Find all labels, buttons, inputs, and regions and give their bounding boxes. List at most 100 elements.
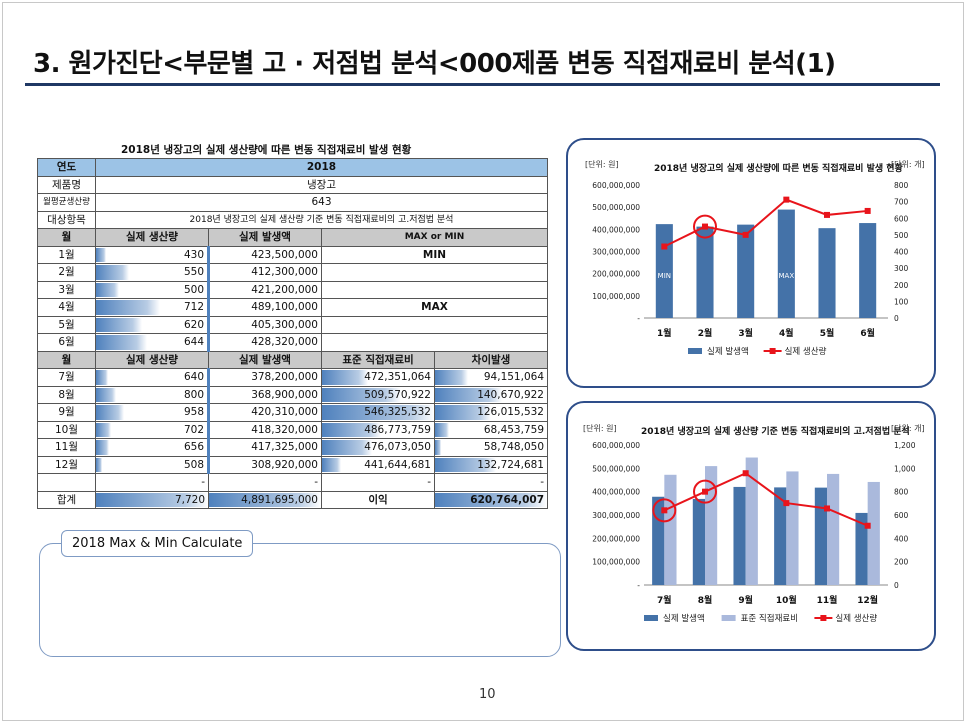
- cell-value: 140,670,922: [477, 388, 544, 401]
- y-left-tick-label: 100,000,000: [592, 558, 640, 567]
- amount-cell: 412,300,000: [207, 263, 322, 282]
- calc-box: [39, 543, 561, 657]
- chart-2-unit-right: [단위: 개]: [891, 424, 925, 433]
- month-cell: 2월: [37, 263, 96, 282]
- line-point: [824, 211, 830, 218]
- diff-cell: 68,453,759: [434, 420, 548, 439]
- bar: [786, 471, 799, 585]
- bar: [814, 487, 827, 585]
- month-cell: 3월: [37, 280, 96, 299]
- qty-cell: 640: [95, 368, 209, 387]
- col-month: 월: [37, 350, 96, 369]
- month-cell: 8월: [37, 385, 96, 404]
- table-row: 11월 656 417,325,000 476,073,050 58,748,050: [37, 438, 548, 457]
- cell-value: 644: [183, 336, 204, 349]
- cell-value: 958: [183, 406, 204, 419]
- cell-value: 7,720: [174, 493, 205, 506]
- chart-2-title: 2018년 냉장고의 실제 생산량 기준 변동 직접재료비의 고.저점법 분석: [641, 427, 910, 437]
- line-series: [663, 472, 869, 527]
- std-cell: 476,073,050: [321, 438, 435, 457]
- profit-value-cell: 620,764,007: [434, 490, 548, 509]
- qty-cell: 958: [95, 403, 209, 422]
- col-std: 표준 직접재료비: [321, 350, 435, 369]
- qty-cell: 644: [95, 333, 209, 352]
- std-cell: 441,644,681: [321, 455, 435, 474]
- y-left-tick-label: 600,000,000: [592, 441, 640, 450]
- year-label: 연도: [37, 158, 96, 177]
- table-row: 6월 644 428,320,000: [37, 333, 548, 352]
- data-bar: [435, 457, 497, 472]
- cell-value: 620: [183, 318, 204, 331]
- data-bar: [96, 440, 110, 455]
- data-bar: [96, 457, 103, 472]
- amount-cell: 420,310,000: [207, 403, 322, 422]
- cell-value: 68,453,759: [483, 423, 544, 436]
- std-cell: 509,570,922: [321, 385, 435, 404]
- y-left-tick-label: 100,000,000: [592, 292, 640, 301]
- y-right-tick-label: 400: [894, 534, 909, 543]
- y-right-tick-label: 200: [894, 558, 909, 567]
- total-row: 합계 7,720 4,891,695,000 이익 620,764,007: [37, 490, 548, 509]
- data-bar: [322, 405, 434, 420]
- cell-value: 476,073,050: [364, 441, 431, 454]
- bar: [745, 457, 758, 585]
- y-right-tick-label: 800: [894, 181, 909, 190]
- y-left-tick-label: 400,000,000: [592, 225, 640, 234]
- cell-value: 656: [183, 441, 204, 454]
- line-point: [824, 505, 830, 512]
- bar: [777, 209, 795, 318]
- table-row: 연도 2018: [37, 158, 548, 177]
- avg-value: 643: [95, 193, 548, 212]
- month-cell: 11월: [37, 438, 96, 457]
- bar: [652, 496, 665, 585]
- x-tick-label: 1월: [657, 327, 672, 339]
- legend-label: 실제 생산량: [835, 613, 877, 624]
- total-qty-cell: 7,720: [95, 490, 209, 509]
- cell-value: 94,151,064: [483, 371, 544, 384]
- bar: [733, 486, 746, 585]
- legend-label: 실제 생산량: [785, 346, 827, 357]
- target-value: 2018년 냉장고의 실제 생산량 기준 변동 직접재료비의 고.저점법 분석: [95, 210, 548, 229]
- y-left-tick-label: -: [637, 581, 640, 590]
- data-bar: [96, 317, 143, 332]
- data-bar: [322, 387, 402, 402]
- table-header-row: 월 실제 생산량 실제 발생액 표준 직접재료비 차이발생: [37, 350, 548, 369]
- x-tick-label: 7월: [657, 594, 672, 606]
- table-row: 4월 712 489,100,000 MAX: [37, 298, 548, 317]
- col-qty: 실제 생산량: [95, 228, 209, 247]
- blank-cell: [37, 473, 96, 492]
- cell-value: 58,748,050: [483, 441, 544, 454]
- line-point: [742, 470, 749, 477]
- diff-cell: 140,670,922: [434, 385, 548, 404]
- bar: [737, 224, 755, 318]
- x-tick-label: 11월: [817, 594, 838, 606]
- dash-cell: -: [95, 473, 209, 492]
- chart-1-unit-right: [단위: 개]: [891, 160, 925, 169]
- qty-cell: 508: [95, 455, 209, 474]
- legend-swatch: [769, 348, 776, 354]
- y-right-tick-label: 600: [894, 511, 909, 520]
- legend-label: 실제 발생액: [707, 346, 749, 357]
- bar: [774, 487, 787, 585]
- dash-cell: -: [321, 473, 435, 492]
- month-cell: 1월: [37, 245, 96, 264]
- y-left-tick-label: 300,000,000: [592, 248, 640, 257]
- production-table: 연도 2018 제품명 냉장고 월평균생산량 643 대상항목 2018년 냉장…: [37, 158, 548, 509]
- bar: [664, 474, 677, 585]
- dash-cell: -: [434, 473, 548, 492]
- data-bar: [209, 492, 321, 507]
- maxmin-cell: [321, 280, 548, 299]
- month-cell: 4월: [37, 298, 96, 317]
- diff-cell: 94,151,064: [434, 368, 548, 387]
- y-right-tick-label: 300: [894, 264, 909, 273]
- line-point: [783, 196, 790, 203]
- col-qty: 실제 생산량: [95, 350, 209, 369]
- chart-1-svg: - 100,000,000 200,000,000 300,000,000 400,00…: [592, 181, 909, 357]
- maxmin-cell: MIN: [321, 245, 548, 264]
- y-right-tick-label: 0: [894, 581, 899, 590]
- line-point: [661, 243, 668, 250]
- year-value: 2018: [95, 158, 548, 177]
- table-row: 제품명 냉장고: [37, 175, 548, 194]
- amount-cell: 308,920,000: [207, 455, 322, 474]
- cell-value: 800: [183, 388, 204, 401]
